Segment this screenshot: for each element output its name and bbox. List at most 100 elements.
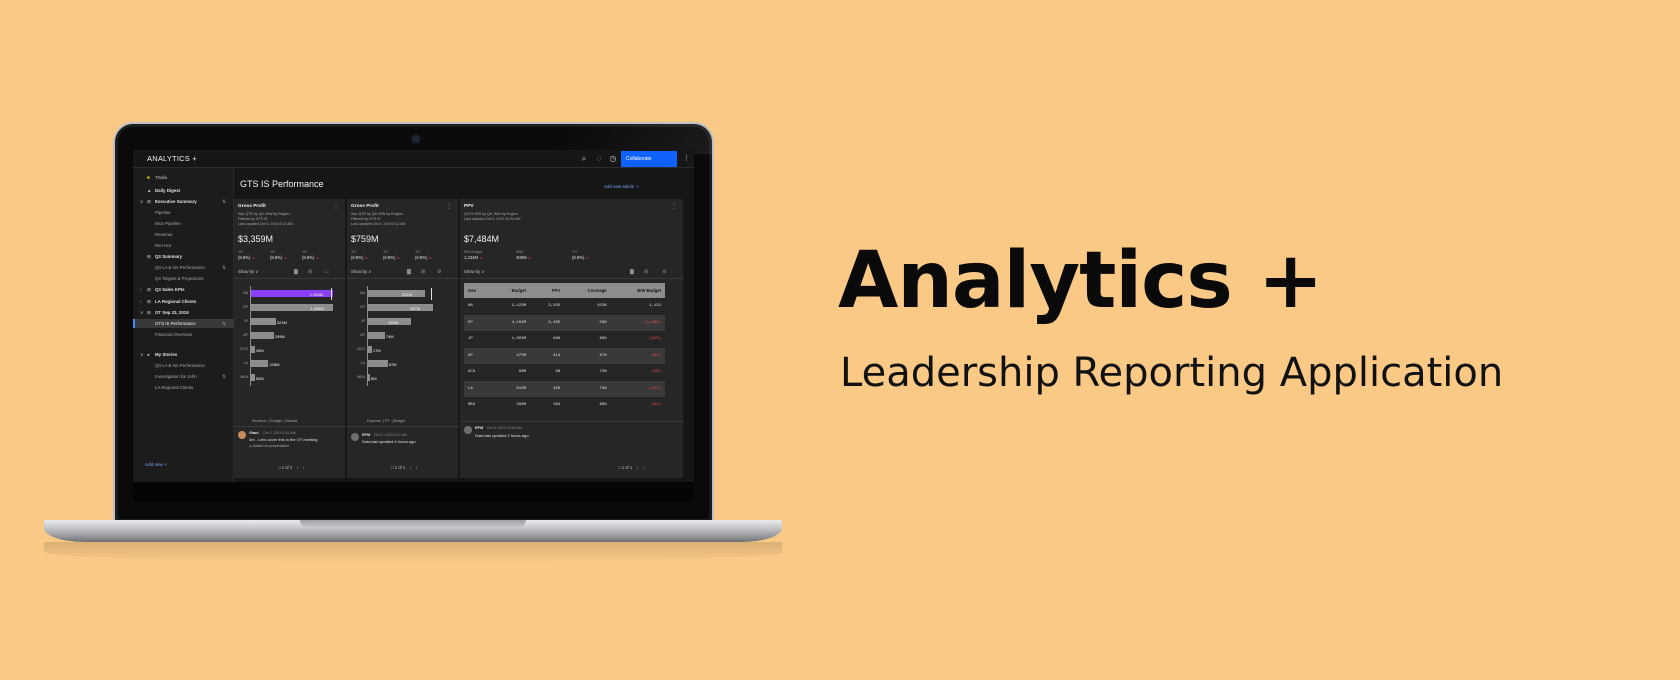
card-gross-profit-1[interactable]: Gross Profit ⋮ Sep QTD by Qtr, WW by Reg… <box>234 199 346 478</box>
chevron-left-icon[interactable]: ‹ <box>296 465 299 470</box>
chevron-right-icon[interactable]: › <box>642 465 645 470</box>
chevron-down-icon[interactable]: ∨ <box>140 310 144 315</box>
app-brand[interactable]: ANALYTICS + <box>147 154 197 163</box>
sidebar-item-my-la-regional[interactable]: LA Regional Clients <box>155 385 194 390</box>
lightbulb-icon[interactable]: ◌ <box>596 154 602 163</box>
sync-icon[interactable]: ⇅ <box>222 199 227 205</box>
table-header-cell[interactable]: Geo <box>464 283 492 298</box>
bar-category-label: NA <box>243 291 248 295</box>
bar[interactable] <box>251 374 255 381</box>
sidebar-item-q3-summary[interactable]: Q3 Summary <box>155 254 183 259</box>
overflow-menu-icon[interactable]: ⋮ <box>671 204 677 210</box>
sidebar-item-financial-overview[interactable]: Financial Overview <box>155 332 193 337</box>
bar[interactable] <box>368 332 385 339</box>
app-screen: ANALYTICS + ⌕ ◌ ◷ Collaborate ⋮ ■ Thalia… <box>133 150 694 482</box>
card-meta: Sep QTD by Qtr, WW by Region, <box>351 212 404 216</box>
pager[interactable]: □ 1 of 2 ‹ › <box>278 465 304 470</box>
sidebar-item-q4-targets[interactable]: Q4 Targets & Projections <box>155 276 204 281</box>
sidebar-item-la-regional-clients[interactable]: LA Regional Clients <box>155 299 197 304</box>
bar[interactable] <box>368 374 370 381</box>
collaborate-button[interactable]: Collaborate <box>621 151 677 167</box>
sidebar-item-daily-digest[interactable]: Daily Digest <box>155 188 181 193</box>
table-header-cell[interactable]: B/W Budget <box>610 283 665 298</box>
sidebar-item-investigation-john[interactable]: Investigation for John <box>155 374 197 379</box>
chevron-down-icon[interactable]: ∨ <box>140 199 144 204</box>
history-icon[interactable]: ◷ <box>609 154 617 163</box>
pager[interactable]: □ 1 of 1 ‹ › <box>618 465 644 470</box>
sidebar-item-executive-summary[interactable]: Executive Summary <box>155 199 197 204</box>
sidebar-item-my-stories[interactable]: My Stories <box>155 352 178 357</box>
table-row[interactable]: NA 2,123M 3,255 153% 1,132 <box>464 298 665 315</box>
overflow-menu-icon[interactable]: ⋮ <box>446 204 452 210</box>
bar[interactable] <box>251 346 255 353</box>
table-icon[interactable]: ⊞ <box>644 269 649 275</box>
chevron-right-icon[interactable]: › <box>140 287 142 292</box>
bar-chart-icon[interactable]: ▇ <box>407 269 411 275</box>
table-cell: (315) <box>648 337 661 342</box>
bar-chart-icon[interactable]: ▇ <box>294 269 298 275</box>
sync-icon[interactable]: ⇅ <box>222 321 227 327</box>
comment-author: EPM <box>475 426 484 430</box>
chevron-right-icon[interactable]: › <box>140 299 142 304</box>
table-row[interactable]: JP 1,003M 688 69% (315) <box>464 331 665 348</box>
card-ppv[interactable]: PPV ⋮ Q4'19 WIS by Qtr, WW by Region Las… <box>460 199 684 478</box>
bar-value-label: 1,058M <box>309 291 324 297</box>
bar-chart-icon[interactable]: ▇ <box>630 269 634 275</box>
sidebar-item-pipeline[interactable]: Pipeline <box>155 210 171 215</box>
pager[interactable]: □ 1 of 1 ‹ › <box>391 465 417 470</box>
card-gross-profit-2[interactable]: Gross Profit ⋮ Sep QTD by Qtr, WW by Reg… <box>347 199 459 478</box>
table-row[interactable]: MEA 288M 194 68% (94) <box>464 397 665 414</box>
show-by-dropdown[interactable]: Show by ∨ <box>464 269 485 274</box>
sidebar-item-revenue[interactable]: Revenue <box>155 232 173 237</box>
settings-icon[interactable]: ⚙ <box>662 269 667 275</box>
add-article-link[interactable]: Add new article + <box>604 184 639 189</box>
settings-icon[interactable]: ⚙ <box>437 269 442 275</box>
table-icon[interactable]: ⊞ <box>421 269 426 275</box>
bar[interactable] <box>251 360 269 367</box>
bar[interactable] <box>251 318 276 325</box>
budget-reference-line <box>331 288 332 300</box>
table-header-cell[interactable]: Coverage <box>564 283 611 298</box>
sync-icon[interactable]: ⇅ <box>222 374 227 380</box>
sidebar-item-q3-la-na[interactable]: Q3 LA & NA Performance <box>155 265 205 270</box>
chevron-down-icon[interactable]: ∨ <box>140 352 144 357</box>
table-row[interactable]: AP 475M 414 87% (61) <box>464 347 665 364</box>
bar[interactable] <box>251 290 333 297</box>
sidebar-item-q3-sales-kpis[interactable]: Q3 Sales KPIs <box>155 287 185 292</box>
bar[interactable] <box>368 304 434 311</box>
table-row[interactable]: GCG 98M 68 72% (26) <box>464 364 665 381</box>
table-row[interactable]: EP 4,102M 2,405 59% (1,696) <box>464 314 665 331</box>
show-by-dropdown[interactable]: Show by ∨ <box>351 269 372 274</box>
sidebar-item-ot-sep-23[interactable]: OT Sep 23, 2019 <box>155 310 189 315</box>
overflow-menu-icon[interactable]: ⋮ <box>333 204 339 210</box>
table-cell: 288M <box>516 403 527 408</box>
search-icon[interactable]: ⌕ <box>581 154 587 163</box>
bar[interactable] <box>368 318 412 325</box>
sync-icon[interactable]: ⇅ <box>222 265 227 271</box>
divider <box>460 421 684 422</box>
bar-value-label: 87M <box>388 361 397 367</box>
bar[interactable] <box>251 332 274 339</box>
add-new-link[interactable]: Add new + <box>145 462 167 467</box>
table-row[interactable]: LA 615M 456 73% (157) <box>464 380 665 397</box>
chevron-right-icon[interactable]: › <box>415 465 418 470</box>
comment-icon[interactable]: ▭ <box>324 269 329 275</box>
show-by-dropdown[interactable]: Show by ∨ <box>238 269 259 274</box>
chevron-left-icon[interactable]: ‹ <box>409 465 412 470</box>
sidebar-item-won-pipeline[interactable]: Won Pipeline <box>155 221 181 226</box>
chevron-left-icon[interactable]: ‹ <box>636 465 639 470</box>
table-header-cell[interactable]: Budget <box>491 283 531 298</box>
overflow-menu-icon[interactable]: ⋮ <box>683 155 690 162</box>
bar[interactable] <box>368 360 388 367</box>
ppv-table: Geo Budget PPV Coverage B/W Budget NA 2,123M 3… <box>464 283 665 414</box>
sidebar-item-gts-is-performance[interactable]: GTS IS Performance <box>155 321 196 326</box>
table-icon[interactable]: ⊞ <box>308 269 313 275</box>
bar[interactable] <box>251 304 334 311</box>
sidebar-item-rev-hot[interactable]: Rev Hot <box>155 243 171 248</box>
bar[interactable] <box>368 290 425 297</box>
bar[interactable] <box>368 346 372 353</box>
sidebar-item-my-q3-la-na[interactable]: Q3 LA & NA Performance <box>155 363 205 368</box>
table-header-cell[interactable]: PPV <box>530 283 565 298</box>
chevron-right-icon[interactable]: › <box>302 465 305 470</box>
sidebar-user[interactable]: Thalia <box>155 175 167 180</box>
